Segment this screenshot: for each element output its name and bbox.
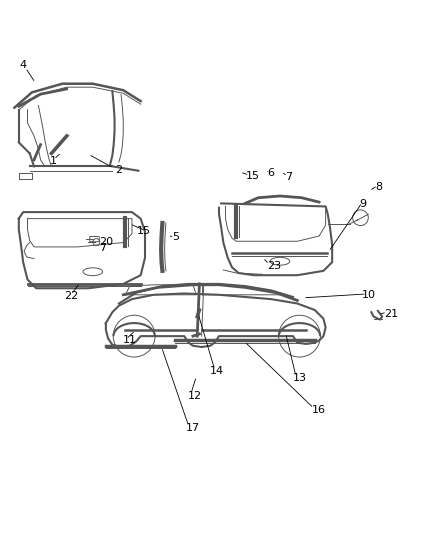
Text: 21: 21 — [385, 309, 399, 319]
Text: 12: 12 — [187, 391, 202, 401]
Text: 13: 13 — [293, 373, 307, 383]
Text: 14: 14 — [210, 366, 224, 376]
Text: 7: 7 — [99, 243, 106, 253]
Text: 20: 20 — [99, 237, 113, 247]
Text: 6: 6 — [267, 168, 274, 178]
Text: 5: 5 — [173, 232, 180, 243]
Text: 8: 8 — [375, 182, 382, 192]
Text: 10: 10 — [362, 290, 376, 300]
Text: 7: 7 — [285, 172, 292, 182]
Text: 1: 1 — [50, 156, 57, 166]
Text: 2: 2 — [116, 165, 123, 175]
Text: 4: 4 — [20, 60, 27, 70]
Text: 9: 9 — [359, 199, 366, 209]
Text: 11: 11 — [122, 335, 136, 345]
Text: 15: 15 — [246, 172, 260, 181]
Text: 17: 17 — [185, 423, 200, 433]
Text: 15: 15 — [137, 226, 151, 236]
Text: 23: 23 — [267, 261, 281, 271]
Text: 22: 22 — [64, 291, 79, 301]
Text: 16: 16 — [312, 405, 326, 415]
